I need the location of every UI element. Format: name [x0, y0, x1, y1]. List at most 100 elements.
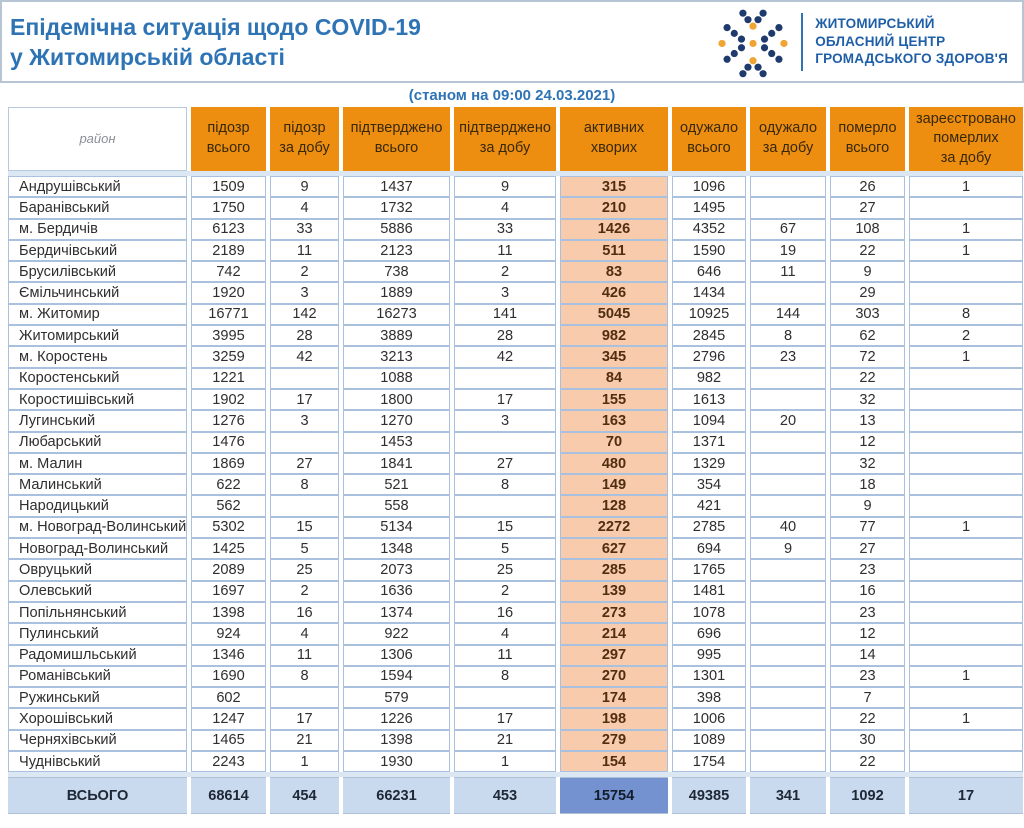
- value-cell-died-total: 30: [830, 729, 905, 752]
- value-cell-recovered-day: [750, 601, 826, 624]
- column-header-recovered-day: одужало за добу: [750, 107, 826, 171]
- value-cell-deaths-registered-day: [909, 495, 1023, 517]
- value-cell-recovered-day: 23: [750, 346, 826, 368]
- value-cell-deaths-registered-day: [909, 452, 1023, 475]
- value-cell-active-cases: 128: [560, 495, 668, 517]
- value-cell-died-total: 29: [830, 282, 905, 304]
- value-cell-active-cases: 1426: [560, 218, 668, 240]
- org-name-line2: ОБЛАСНИЙ ЦЕНТР: [815, 33, 946, 49]
- column-header-deaths-registered-day: зареєстровано померлих за добу: [909, 107, 1023, 171]
- value-cell-confirmed-total: 1889: [343, 282, 450, 304]
- value-cell-suspected-total: 1398: [191, 601, 266, 624]
- value-cell-died-total: 27: [830, 538, 905, 560]
- value-cell-confirmed-total: 2073: [343, 559, 450, 581]
- value-cell-suspected-total: 1509: [191, 176, 266, 198]
- value-cell-active-cases: 345: [560, 346, 668, 368]
- district-name-cell: Любарський: [8, 431, 187, 453]
- org-name-line1: ЖИТОМИРСЬКИЙ: [815, 15, 935, 31]
- value-cell-died-total: 62: [830, 325, 905, 347]
- value-cell-suspected-total: 924: [191, 623, 266, 645]
- value-cell-died-total: 32: [830, 388, 905, 411]
- district-name-cell: Коростенський: [8, 367, 187, 389]
- column-header-confirmed-day: підтверджено за добу: [454, 107, 556, 171]
- value-cell-active-cases: 270: [560, 665, 668, 688]
- value-cell-suspected-total: 602: [191, 687, 266, 709]
- value-cell-deaths-registered-day: [909, 388, 1023, 411]
- total-value-cell-deaths-registered-day: 17: [909, 777, 1023, 815]
- district-name-cell: Ружинський: [8, 687, 187, 709]
- logo-divider: [801, 12, 804, 71]
- district-name-cell: Пулинський: [8, 623, 187, 645]
- value-cell-active-cases: 214: [560, 623, 668, 645]
- value-cell-deaths-registered-day: [909, 197, 1023, 219]
- value-cell-suspected-total: 3259: [191, 346, 266, 368]
- value-cell-suspected-total: 1276: [191, 410, 266, 432]
- value-cell-died-total: 13: [830, 410, 905, 432]
- value-cell-confirmed-total: 3889: [343, 325, 450, 347]
- value-cell-died-total: 23: [830, 601, 905, 624]
- value-cell-recovered-day: [750, 431, 826, 453]
- value-cell-recovered-day: [750, 282, 826, 304]
- column-header-confirmed-total: підтверджено всього: [343, 107, 450, 171]
- value-cell-suspected-total: 1465: [191, 729, 266, 752]
- column-header-recovered-total: одужало всього: [672, 107, 746, 171]
- value-cell-deaths-registered-day: 1: [909, 346, 1023, 368]
- value-cell-died-total: 72: [830, 346, 905, 368]
- value-cell-recovered-total: 354: [672, 474, 746, 496]
- value-cell-suspected-day: 25: [270, 559, 339, 581]
- value-cell-deaths-registered-day: [909, 282, 1023, 304]
- value-cell-recovered-day: [750, 580, 826, 602]
- table-total-separator: [8, 772, 1023, 778]
- value-cell-recovered-day: [750, 559, 826, 581]
- district-name-cell: Народицький: [8, 495, 187, 517]
- value-cell-recovered-total: 1301: [672, 665, 746, 688]
- value-cell-recovered-total: 982: [672, 367, 746, 389]
- value-cell-suspected-day: 21: [270, 729, 339, 752]
- value-cell-recovered-total: 2785: [672, 516, 746, 539]
- total-value-cell-died-total: 1092: [830, 777, 905, 815]
- value-cell-suspected-day: 17: [270, 708, 339, 730]
- value-cell-deaths-registered-day: [909, 623, 1023, 645]
- value-cell-died-total: 12: [830, 623, 905, 645]
- value-cell-suspected-total: 1221: [191, 367, 266, 389]
- value-cell-suspected-total: 1425: [191, 538, 266, 560]
- value-cell-deaths-registered-day: 1: [909, 516, 1023, 539]
- value-cell-active-cases: 210: [560, 197, 668, 219]
- page-title-line2: у Житомирській області: [10, 43, 285, 70]
- total-value-cell-confirmed-day: 453: [454, 777, 556, 815]
- total-value-cell-confirmed-total: 66231: [343, 777, 450, 815]
- value-cell-active-cases: 5045: [560, 303, 668, 326]
- value-cell-recovered-total: 1089: [672, 729, 746, 752]
- value-cell-active-cases: 426: [560, 282, 668, 304]
- value-cell-confirmed-total: 1374: [343, 601, 450, 624]
- value-cell-suspected-total: 5302: [191, 516, 266, 539]
- district-name-cell: Андрушівський: [8, 176, 187, 198]
- value-cell-recovered-day: [750, 644, 826, 666]
- value-cell-confirmed-day: 9: [454, 176, 556, 198]
- value-cell-suspected-total: 2089: [191, 559, 266, 581]
- value-cell-confirmed-total: 521: [343, 474, 450, 496]
- value-cell-active-cases: 297: [560, 644, 668, 666]
- value-cell-confirmed-total: 1226: [343, 708, 450, 730]
- district-table-body: Андрушівський 1509 9 1437 9 315 1096 26 1 Баранів…: [8, 176, 1023, 773]
- value-cell-confirmed-total: 1636: [343, 580, 450, 602]
- value-cell-recovered-total: 995: [672, 644, 746, 666]
- value-cell-active-cases: 84: [560, 367, 668, 389]
- value-cell-recovered-day: [750, 452, 826, 475]
- value-cell-suspected-total: 1902: [191, 388, 266, 411]
- value-cell-died-total: 26: [830, 176, 905, 198]
- value-cell-died-total: 9: [830, 495, 905, 517]
- value-cell-confirmed-day: 2: [454, 580, 556, 602]
- value-cell-suspected-day: 15: [270, 516, 339, 539]
- table-header-row: район підозр всього підозр за добу підтверд…: [8, 107, 1023, 171]
- value-cell-recovered-total: 421: [672, 495, 746, 517]
- value-cell-suspected-total: 2243: [191, 751, 266, 773]
- value-cell-died-total: 12: [830, 431, 905, 453]
- value-cell-died-total: 9: [830, 261, 905, 283]
- value-cell-suspected-total: 16771: [191, 303, 266, 326]
- value-cell-confirmed-day: 42: [454, 346, 556, 368]
- value-cell-confirmed-day: 141: [454, 303, 556, 326]
- value-cell-recovered-total: 2845: [672, 325, 746, 347]
- district-name-cell: м. Коростень: [8, 346, 187, 368]
- value-cell-confirmed-total: 1800: [343, 388, 450, 411]
